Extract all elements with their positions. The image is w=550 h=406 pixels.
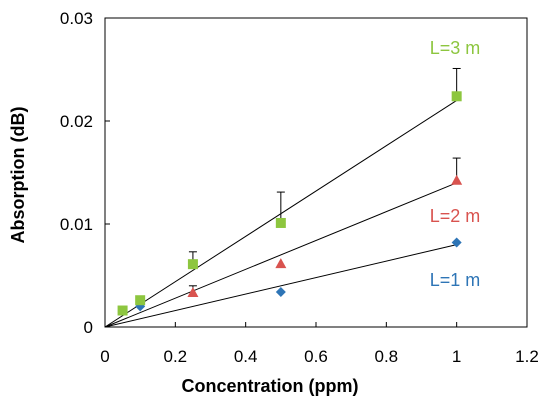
data-point (275, 217, 286, 228)
x-tick-label: 0.2 (164, 347, 188, 366)
data-point (187, 259, 198, 270)
y-axis-title: Absorption (dB) (8, 107, 28, 244)
y-tick-label: 0.01 (60, 215, 93, 234)
fit-line (104, 182, 457, 328)
data-point (451, 174, 463, 185)
series-label: L=3 m (430, 38, 481, 58)
series-labels: L=1 m L=2 m L=3 m (430, 38, 481, 290)
x-axis-title: Concentration (ppm) (182, 376, 359, 396)
data-point (275, 286, 286, 297)
y-tick-label: 0.02 (60, 112, 93, 131)
x-tick-label: 0.8 (375, 347, 399, 366)
data-point (451, 237, 462, 248)
x-tick-label: 0.4 (234, 347, 258, 366)
y-tick-label: 0.03 (60, 9, 93, 28)
x-tick-label: 1 (452, 347, 461, 366)
y-tick-label: 0 (84, 318, 93, 337)
tick-labels: 0 0.2 0.4 0.6 0.8 1 1.2 0 0.01 0.02 0.03 (60, 9, 539, 366)
series-label: L=1 m (430, 270, 481, 290)
data-point (187, 287, 199, 298)
x-tick-label: 0 (100, 347, 109, 366)
x-tick-label: 0.6 (304, 347, 328, 366)
fit-line (104, 244, 457, 328)
x-tick-label: 1.2 (515, 347, 539, 366)
series-label: L=2 m (430, 206, 481, 226)
data-points (117, 91, 463, 316)
axes (104, 17, 528, 328)
data-point (275, 258, 287, 269)
error-bars (188, 67, 461, 294)
data-point (451, 91, 462, 102)
data-point (117, 305, 128, 316)
data-point (135, 295, 146, 306)
